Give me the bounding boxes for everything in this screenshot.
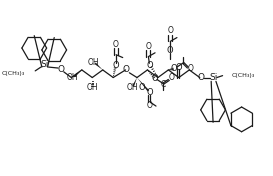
Text: C(CH₃)₃: C(CH₃)₃ — [1, 71, 25, 76]
Text: O: O — [167, 46, 174, 55]
Text: O: O — [147, 61, 154, 70]
Polygon shape — [137, 78, 149, 92]
Polygon shape — [132, 78, 137, 86]
Text: O: O — [146, 42, 151, 51]
Text: O: O — [167, 26, 173, 35]
Text: O: O — [122, 65, 129, 74]
Text: O: O — [176, 63, 182, 72]
Text: OH: OH — [87, 83, 98, 93]
Text: O: O — [138, 83, 145, 92]
Text: OH: OH — [67, 73, 78, 82]
Text: O: O — [187, 64, 193, 73]
Text: O: O — [57, 65, 64, 74]
Polygon shape — [74, 70, 82, 77]
Text: O: O — [113, 40, 119, 49]
Text: O: O — [197, 73, 204, 82]
Text: C: C — [161, 80, 166, 89]
Polygon shape — [94, 62, 103, 70]
Text: OH: OH — [87, 58, 99, 67]
Text: O: O — [147, 88, 154, 97]
Text: O: O — [146, 101, 152, 110]
Text: C(CH₃)₃: C(CH₃)₃ — [232, 73, 255, 78]
Text: O: O — [113, 61, 119, 70]
Text: O: O — [168, 73, 174, 82]
Text: OH: OH — [126, 83, 138, 93]
Text: O: O — [152, 74, 158, 83]
Text: O: O — [171, 64, 177, 73]
Text: Si: Si — [40, 60, 49, 69]
Text: Si: Si — [209, 73, 217, 82]
